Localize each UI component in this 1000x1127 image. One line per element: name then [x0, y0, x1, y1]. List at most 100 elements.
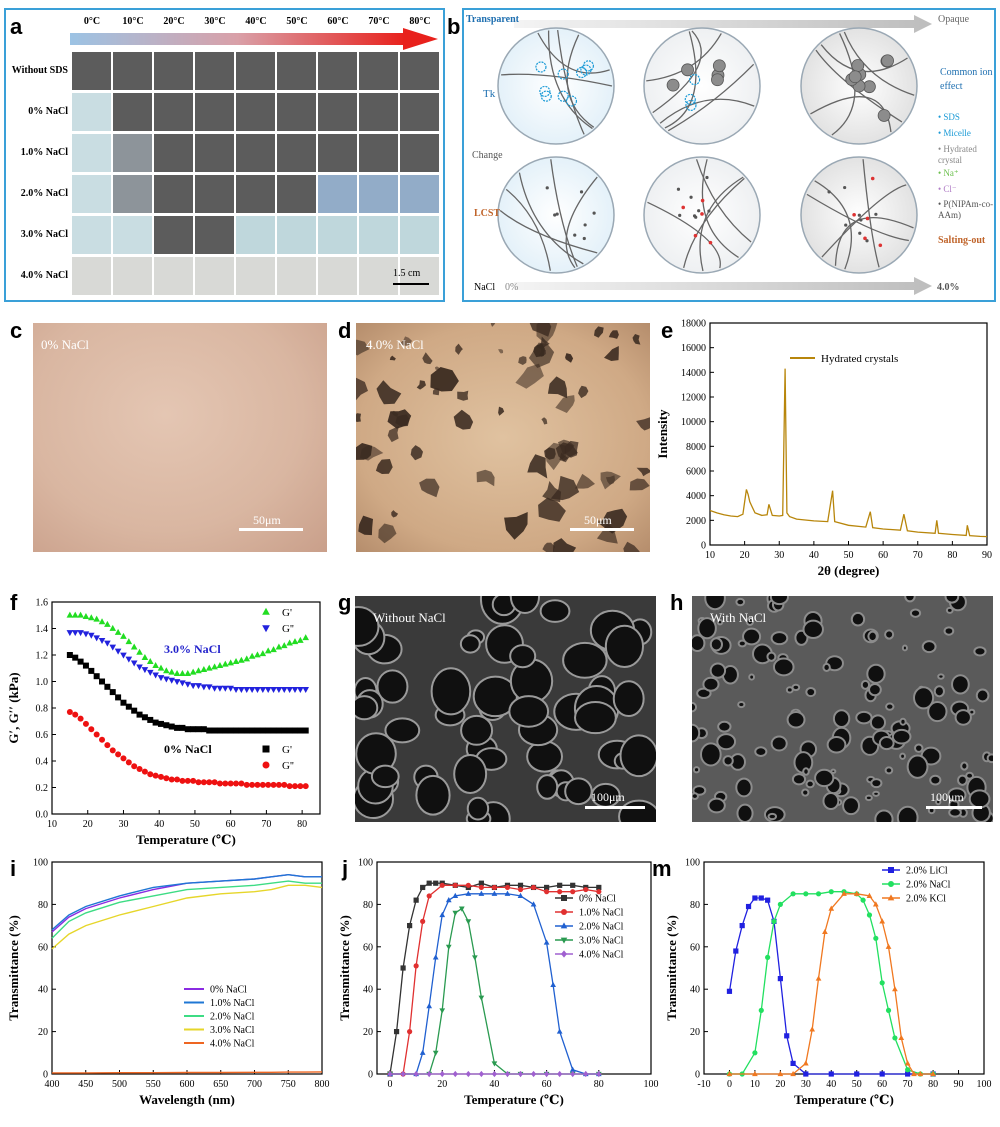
pore — [914, 743, 924, 753]
f-legend-label: G'' — [282, 760, 294, 772]
m-data-point — [752, 895, 758, 901]
e-y-tick-label: 16000 — [681, 343, 706, 354]
pore — [822, 662, 831, 673]
f-data-point — [200, 665, 208, 672]
j-data-point — [439, 1070, 445, 1078]
f-legend-label: G' — [282, 607, 292, 619]
j-data-point — [465, 919, 472, 925]
sample-row-label: Without SDS — [11, 65, 68, 76]
panel-letter-j: j — [342, 856, 349, 881]
f-x-tick-label: 20 — [83, 819, 93, 830]
e-y-tick-label: 14000 — [681, 368, 706, 379]
f-legend-label: G'' — [282, 623, 294, 635]
hydrated-crystal-glyph — [877, 109, 891, 122]
pore — [618, 799, 656, 822]
f-data-point — [77, 611, 84, 618]
j-data-point — [530, 884, 537, 891]
panel-d-micrograph: 4.0% NaCl 50μm — [356, 323, 650, 552]
m-data-point — [873, 935, 879, 941]
pore — [891, 728, 912, 745]
panel-b-nacl-start: 0% — [505, 282, 519, 293]
pore — [867, 630, 878, 643]
i-y-tick-label: 100 — [33, 858, 48, 869]
f-data-point — [200, 726, 207, 733]
f-data-point — [125, 759, 132, 766]
crystal-aggregate — [515, 363, 544, 389]
j-data-point — [465, 882, 471, 888]
pore — [904, 596, 916, 603]
crystal-aggregate — [498, 349, 504, 354]
f-data-point — [243, 687, 251, 694]
f-data-point — [254, 651, 261, 658]
m-data-point — [930, 1070, 936, 1077]
hydrated-crystal-glyph — [851, 59, 865, 72]
pore — [786, 710, 806, 729]
f-data-point — [125, 656, 133, 663]
j-data-point — [530, 1070, 537, 1078]
polymer-chain — [501, 73, 613, 87]
crystal-aggregate — [632, 334, 641, 345]
f-data-point — [275, 781, 282, 788]
legend-item: • SDS — [938, 112, 960, 122]
pore — [754, 746, 768, 757]
crystal-aggregate — [419, 478, 440, 498]
j-data-point — [478, 884, 484, 891]
sample-photo-tile — [277, 216, 316, 254]
m-data-point — [872, 901, 879, 907]
crystal-aggregate — [559, 452, 569, 463]
temperature-header: 20°C — [163, 16, 185, 27]
crystal-aggregate — [564, 440, 579, 458]
pore — [564, 777, 593, 806]
pore — [415, 774, 451, 816]
f-data-point — [120, 652, 127, 659]
j-legend-label: 3.0% NaCl — [579, 936, 624, 947]
m-data-point — [911, 1070, 917, 1077]
f-data-point — [109, 689, 116, 696]
sample-photo-tile — [195, 93, 234, 131]
f-data-point — [216, 727, 223, 734]
e-x-tick-label: 60 — [878, 550, 888, 561]
f-data-point — [254, 727, 261, 734]
e-y-tick-label: 2000 — [686, 516, 706, 527]
pore — [709, 662, 727, 679]
f-data-point — [195, 779, 202, 786]
j-data-point — [420, 918, 426, 924]
f-data-point — [146, 669, 154, 676]
sample-photo-tile — [113, 52, 152, 90]
f-data-point — [93, 635, 100, 642]
sample-photo-tile — [195, 175, 234, 213]
hydrogen-bond-glyph — [827, 190, 831, 194]
f-x-tick-label: 10 — [47, 819, 57, 830]
f-data-point — [275, 643, 283, 650]
f-data-point — [280, 687, 288, 694]
pore — [766, 651, 777, 662]
sample-photo-tile — [359, 175, 398, 213]
j-x-axis-label: Temperature (℃) — [464, 1092, 564, 1107]
legend-item: • Hydrated crystal — [938, 144, 977, 165]
f-data-point — [195, 683, 202, 690]
f-data-point — [270, 687, 277, 694]
f-data-point — [147, 716, 154, 723]
j-data-point — [465, 1070, 471, 1078]
hydrogen-bond-glyph — [843, 185, 847, 190]
e-legend-label: Hydrated crystals — [821, 353, 898, 365]
f-data-point — [205, 684, 213, 691]
hydrogen-bond-glyph — [707, 209, 711, 213]
polymer-chain — [699, 176, 744, 272]
e-y-tick-label: 6000 — [686, 467, 706, 478]
polymer-chain — [537, 32, 610, 74]
f-data-point — [115, 751, 122, 758]
pore — [453, 754, 488, 795]
j-data-point — [543, 939, 550, 945]
j-data-point — [504, 884, 511, 891]
f-data-point — [157, 675, 165, 682]
temperature-header: 10°C — [122, 16, 144, 27]
panel-b-opaque-label: Opaque — [938, 14, 970, 25]
polymer-chain — [806, 193, 909, 242]
pore — [692, 723, 701, 743]
j-data-point — [419, 1049, 426, 1055]
f-data-point — [136, 664, 143, 671]
micelle-glyph — [684, 93, 696, 106]
pore — [933, 685, 945, 698]
m-y-tick-label: 60 — [690, 942, 700, 953]
